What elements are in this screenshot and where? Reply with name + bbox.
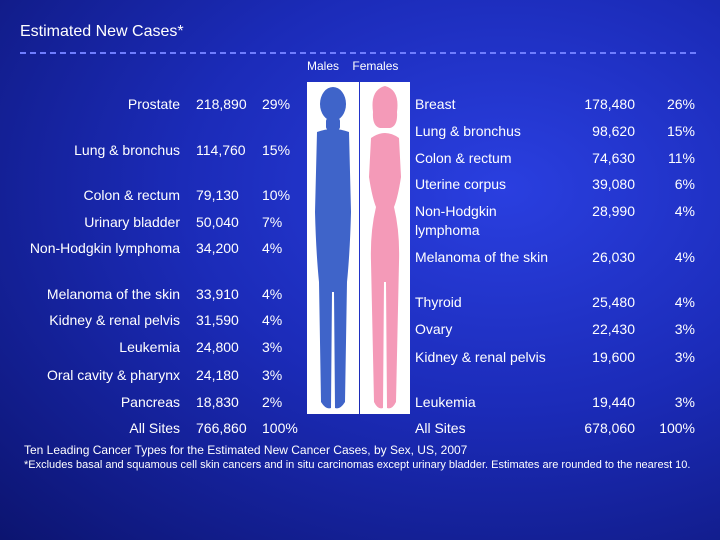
female-case-count: 678,060 bbox=[584, 420, 635, 436]
slide-title: Estimated New Cases* bbox=[20, 23, 184, 40]
male-case-count: 79,130 bbox=[196, 187, 239, 203]
male-case-count: 31,590 bbox=[196, 312, 239, 328]
female-site-label: Melanoma of the skin bbox=[415, 249, 549, 265]
female-percent: 4% bbox=[674, 203, 695, 219]
female-percent: 6% bbox=[674, 176, 695, 192]
female-case-count: 74,630 bbox=[592, 150, 635, 166]
female-percent: 26% bbox=[666, 96, 695, 112]
female-percent: 4% bbox=[674, 249, 695, 265]
female-percent: 4% bbox=[674, 294, 695, 310]
female-case-count: 98,620 bbox=[592, 123, 635, 139]
male-percent: 4% bbox=[262, 240, 283, 256]
female-site-label: Colon & rectum bbox=[415, 150, 512, 166]
female-case-count: 26,030 bbox=[592, 249, 635, 265]
male-figure-icon bbox=[307, 82, 359, 414]
female-site-label: Leukemia bbox=[415, 394, 476, 410]
male-percent: 10% bbox=[262, 187, 291, 203]
female-percent: 3% bbox=[674, 394, 695, 410]
male-percent: 2% bbox=[262, 394, 283, 410]
male-site-label: Melanoma of the skin bbox=[46, 286, 180, 302]
female-site-label: Non-Hodgkin lymphoma bbox=[415, 203, 497, 238]
male-percent: 15% bbox=[262, 142, 291, 158]
footnote: *Excludes basal and squamous cell skin c… bbox=[24, 459, 691, 471]
male-case-count: 218,890 bbox=[196, 96, 247, 112]
female-percent: 3% bbox=[674, 321, 695, 337]
male-site-label: Leukemia bbox=[119, 339, 180, 355]
male-case-count: 24,800 bbox=[196, 339, 239, 355]
female-case-count: 22,430 bbox=[592, 321, 635, 337]
male-percent: 100% bbox=[262, 420, 298, 436]
male-percent: 7% bbox=[262, 214, 283, 230]
female-case-count: 178,480 bbox=[584, 96, 635, 112]
male-percent: 3% bbox=[262, 367, 283, 383]
title-divider bbox=[20, 52, 696, 54]
male-site-label: Oral cavity & pharynx bbox=[46, 367, 180, 383]
female-case-count: 19,440 bbox=[592, 394, 635, 410]
male-percent: 29% bbox=[262, 96, 291, 112]
female-case-count: 28,990 bbox=[592, 203, 635, 219]
male-case-count: 50,040 bbox=[196, 214, 239, 230]
male-site-label: Prostate bbox=[127, 96, 180, 112]
male-site-label: Kidney & renal pelvis bbox=[49, 312, 180, 328]
female-site-label: All Sites bbox=[415, 420, 466, 436]
male-site-label: Lung & bronchus bbox=[74, 142, 180, 158]
male-percent: 4% bbox=[262, 286, 283, 302]
female-figure-icon bbox=[360, 82, 410, 414]
male-site-label: Urinary bladder bbox=[84, 214, 180, 230]
male-case-count: 33,910 bbox=[196, 286, 239, 302]
female-case-count: 19,600 bbox=[592, 349, 635, 365]
female-site-label: Uterine corpus bbox=[415, 176, 507, 192]
male-percent: 3% bbox=[262, 339, 283, 355]
male-case-count: 114,760 bbox=[196, 142, 246, 158]
male-case-count: 766,860 bbox=[196, 420, 247, 436]
figure-caption: Ten Leading Cancer Types for the Estimat… bbox=[24, 443, 468, 457]
female-percent: 11% bbox=[668, 150, 695, 166]
female-site-label: Ovary bbox=[415, 321, 453, 337]
female-percent: 3% bbox=[674, 349, 695, 365]
sex-headers: Males Females bbox=[307, 59, 398, 73]
male-site-label: Colon & rectum bbox=[83, 187, 180, 203]
female-site-label: Lung & bronchus bbox=[415, 123, 521, 139]
female-site-label: Thyroid bbox=[415, 294, 462, 310]
male-percent: 4% bbox=[262, 312, 283, 328]
male-case-count: 34,200 bbox=[196, 240, 239, 256]
female-site-label: Breast bbox=[415, 96, 456, 112]
female-case-count: 39,080 bbox=[592, 176, 635, 192]
female-percent: 100% bbox=[659, 420, 695, 436]
female-percent: 15% bbox=[666, 123, 695, 139]
female-case-count: 25,480 bbox=[592, 294, 635, 310]
male-case-count: 18,830 bbox=[196, 394, 239, 410]
female-site-label: Kidney & renal pelvis bbox=[415, 349, 546, 365]
male-site-label: Non-Hodgkin lymphoma bbox=[29, 240, 180, 256]
females-header: Females bbox=[352, 59, 399, 73]
male-case-count: 24,180 bbox=[196, 367, 239, 383]
males-header: Males bbox=[307, 59, 340, 73]
male-site-label: All Sites bbox=[129, 420, 180, 436]
male-site-label: Pancreas bbox=[120, 394, 180, 410]
